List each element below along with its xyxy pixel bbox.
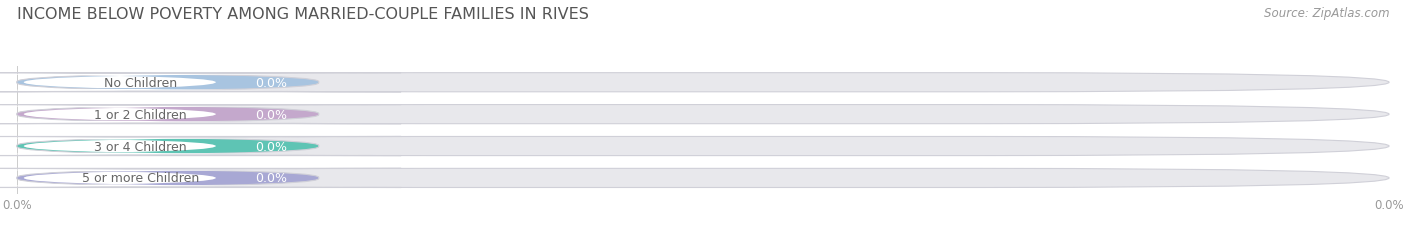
Text: 1 or 2 Children: 1 or 2 Children bbox=[94, 108, 187, 121]
FancyBboxPatch shape bbox=[0, 137, 401, 156]
Text: 0.0%: 0.0% bbox=[254, 172, 287, 185]
Text: 0.0%: 0.0% bbox=[254, 140, 287, 153]
FancyBboxPatch shape bbox=[0, 169, 401, 188]
FancyBboxPatch shape bbox=[0, 105, 401, 124]
FancyBboxPatch shape bbox=[0, 106, 381, 123]
Text: Source: ZipAtlas.com: Source: ZipAtlas.com bbox=[1264, 7, 1389, 20]
FancyBboxPatch shape bbox=[17, 105, 1389, 124]
FancyBboxPatch shape bbox=[0, 75, 381, 91]
Text: INCOME BELOW POVERTY AMONG MARRIED-COUPLE FAMILIES IN RIVES: INCOME BELOW POVERTY AMONG MARRIED-COUPL… bbox=[17, 7, 589, 22]
Text: 0.0%: 0.0% bbox=[254, 76, 287, 89]
FancyBboxPatch shape bbox=[0, 138, 381, 155]
FancyBboxPatch shape bbox=[17, 73, 1389, 92]
Text: 3 or 4 Children: 3 or 4 Children bbox=[94, 140, 187, 153]
FancyBboxPatch shape bbox=[17, 137, 1389, 156]
Text: No Children: No Children bbox=[104, 76, 177, 89]
FancyBboxPatch shape bbox=[0, 73, 401, 92]
Text: 0.0%: 0.0% bbox=[254, 108, 287, 121]
Text: 5 or more Children: 5 or more Children bbox=[82, 172, 200, 185]
FancyBboxPatch shape bbox=[0, 170, 381, 186]
FancyBboxPatch shape bbox=[17, 169, 1389, 188]
